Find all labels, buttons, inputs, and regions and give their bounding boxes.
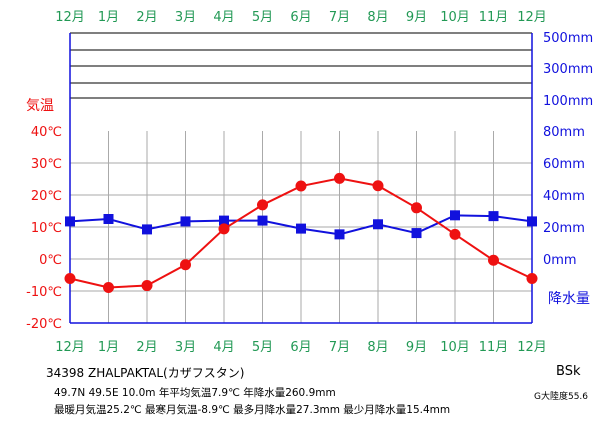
station-info: 34398 ZHALPAKTAL(カザフスタン) [46, 366, 245, 380]
precipitation-tick-label: 60mm [543, 157, 585, 172]
month-label-bottom: 10月 [440, 340, 470, 355]
precipitation-marker [103, 214, 114, 224]
month-label-bottom: 5月 [252, 340, 273, 355]
month-labels-bottom: 12月 1月 2月 3月 4月 5月 6月 7月 8月 9月 10月 11月 12月 [55, 340, 547, 355]
month-label-bottom: 6月 [290, 340, 311, 355]
temperature-marker [64, 273, 76, 285]
precipitation-marker [180, 216, 191, 227]
month-label-top: 3月 [175, 10, 196, 25]
temperature-tick-label: 20℃ [31, 189, 62, 204]
precipitation-tick-label: 40mm [543, 189, 585, 204]
temperature-tick-label: -20℃ [26, 317, 62, 332]
month-label-top: 8月 [367, 10, 388, 25]
month-label-bottom: 11月 [479, 340, 509, 355]
extreme-stats: 最暖月気温25.2℃ 最寒月気温-8.9℃ 最多月降水量27.3mm 最少月降水… [54, 404, 451, 416]
month-label-top: 12月 [517, 10, 547, 25]
compressed-band-background [70, 33, 532, 131]
month-label-bottom: 3月 [175, 340, 196, 355]
precipitation-marker [334, 229, 345, 240]
temperature-marker [411, 202, 422, 214]
precipitation-marker [411, 228, 422, 239]
temperature-marker [334, 172, 345, 184]
precipitation-axis-title: 降水量 [548, 291, 590, 307]
precipitation-tick-label: 0mm [543, 253, 577, 268]
precipitation-marker [257, 215, 268, 226]
compressed-precip-band [70, 32, 532, 131]
month-label-bottom: 8月 [367, 340, 388, 355]
temperature-series [64, 172, 538, 293]
month-labels-top: 12月 1月 2月 3月 4月 5月 6月 7月 8月 9月 10月 11月 12月 [55, 10, 547, 25]
temperature-axis-title: 気温 [26, 98, 54, 114]
month-label-bottom: 4月 [213, 340, 234, 355]
precipitation-marker [142, 224, 152, 235]
month-label-bottom: 12月 [55, 340, 85, 355]
temperature-tick-label: 0℃ [39, 253, 62, 268]
month-label-bottom: 7月 [329, 340, 350, 355]
temperature-marker [180, 259, 191, 271]
temperature-marker [218, 223, 230, 235]
location-stats: 49.7N 49.5E 10.0m 年平均気温7.9℃ 年降水量260.9mm [54, 387, 336, 399]
temperature-marker [257, 199, 268, 211]
climate-classification: BSk [556, 364, 581, 379]
precipitation-marker [373, 219, 383, 230]
precipitation-marker [296, 223, 306, 234]
month-label-top: 5月 [252, 10, 273, 25]
month-label-top: 9月 [406, 10, 427, 25]
temperature-tick-label: 40℃ [31, 125, 62, 140]
precipitation-marker [527, 216, 537, 227]
precipitation-tick-label: 80mm [543, 125, 585, 140]
temperature-axis: 気温 -20℃ -10℃ 0℃ 10℃ 20℃ 30℃ 40℃ [26, 98, 62, 332]
precipitation-tick-label: 20mm [543, 221, 585, 236]
month-label-top: 1月 [98, 10, 119, 25]
temperature-marker [526, 273, 538, 285]
month-label-top: 12月 [55, 10, 85, 25]
precipitation-tick-label: 300mm [543, 62, 593, 77]
temperature-tick-label: 10℃ [31, 221, 62, 236]
continentality-index: G大陸度55.6 [534, 392, 589, 402]
precipitation-series [65, 210, 537, 240]
precipitation-marker [488, 211, 499, 222]
precipitation-marker [450, 210, 460, 221]
temperature-marker [372, 180, 384, 192]
temperature-tick-label: 30℃ [31, 157, 62, 172]
month-label-top: 11月 [479, 10, 509, 25]
month-label-bottom: 1月 [98, 340, 119, 355]
temperature-marker [295, 180, 307, 192]
month-label-top: 2月 [136, 10, 157, 25]
month-label-bottom: 9月 [406, 340, 427, 355]
precipitation-marker [65, 216, 75, 227]
month-label-bottom: 12月 [517, 340, 547, 355]
temperature-marker [141, 280, 153, 292]
precipitation-tick-label: 100mm [543, 94, 593, 109]
temperature-marker [449, 228, 461, 240]
temperature-marker [488, 254, 499, 266]
precipitation-axis: 0mm 20mm 40mm 60mm 80mm 100mm 300mm 500mm 降水量 [543, 31, 593, 307]
precipitation-tick-label: 500mm [543, 31, 593, 46]
temperature-tick-label: -10℃ [26, 285, 62, 300]
month-label-top: 6月 [290, 10, 311, 25]
month-label-top: 10月 [440, 10, 470, 25]
month-label-top: 7月 [329, 10, 350, 25]
precipitation-marker [219, 215, 229, 226]
temperature-marker [103, 281, 114, 293]
month-label-bottom: 2月 [136, 340, 157, 355]
month-label-top: 4月 [213, 10, 234, 25]
